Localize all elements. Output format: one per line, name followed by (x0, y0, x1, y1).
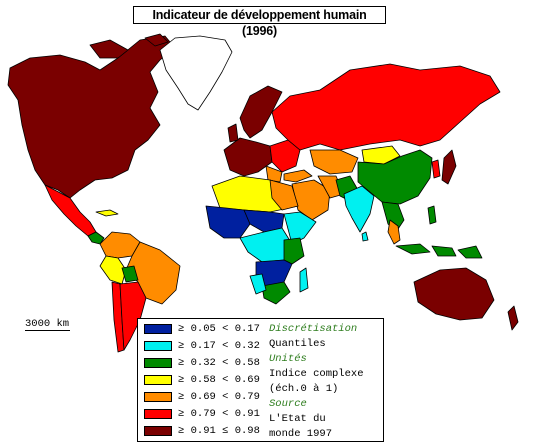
legend: ≥ 0.05 < 0.17 ≥ 0.17 < 0.32 ≥ 0.32 < 0.5… (137, 318, 384, 442)
legend-class-7: ≥ 0.91 ≤ 0.98 (144, 425, 260, 437)
balkans (265, 165, 283, 183)
scale-label: 3000 km (25, 318, 70, 330)
legend-label: ≥ 0.17 < 0.32 (178, 340, 260, 352)
western-europe (223, 137, 273, 177)
legend-class-1: ≥ 0.05 < 0.17 (144, 323, 260, 335)
legend-class-2: ≥ 0.17 < 0.32 (144, 340, 260, 352)
kazakhstan (309, 149, 359, 175)
turkey (283, 169, 313, 183)
middle-east (291, 179, 331, 221)
legend-swatch (144, 392, 172, 402)
west-africa (205, 205, 251, 239)
central-america (87, 231, 105, 245)
scale-bar (25, 330, 70, 331)
legend-swatch (144, 375, 172, 385)
mongolia (361, 145, 401, 165)
legend-class-4: ≥ 0.58 < 0.69 (144, 374, 260, 386)
units-heading: Unités (269, 353, 307, 365)
source-heading: Source (269, 398, 307, 410)
canada-usa (7, 35, 176, 199)
legend-swatch (144, 409, 172, 419)
legend-label: ≥ 0.91 ≤ 0.98 (178, 425, 260, 437)
korea (431, 159, 441, 179)
argentina (119, 281, 147, 351)
arctic-islands (89, 33, 169, 59)
legend-swatch (144, 324, 172, 334)
legend-swatch (144, 341, 172, 351)
legend-class-6: ≥ 0.79 < 0.91 (144, 408, 260, 420)
southeast-asia (381, 201, 405, 233)
cuba (95, 209, 119, 217)
peru-bolivia (99, 255, 127, 285)
legend-label: ≥ 0.32 < 0.58 (178, 357, 260, 369)
sri-lanka (361, 231, 369, 242)
legend-swatch (144, 358, 172, 368)
east-africa (283, 237, 305, 265)
legend-label: ≥ 0.69 < 0.79 (178, 391, 260, 403)
legend-swatch (144, 426, 172, 436)
units-value-line-2: (éch.0 à 1) (269, 383, 339, 395)
thailand-malaysia (387, 219, 401, 245)
papua (457, 245, 483, 259)
legend-class-5: ≥ 0.69 < 0.79 (144, 391, 260, 403)
legend-label: ≥ 0.79 < 0.91 (178, 408, 260, 420)
egypt (269, 179, 299, 211)
russia (271, 63, 501, 151)
legend-label: ≥ 0.58 < 0.69 (178, 374, 260, 386)
greenland (159, 35, 233, 111)
paraguay (121, 265, 139, 283)
philippines (427, 205, 437, 225)
discretisation-heading: Discrétisation (269, 323, 358, 335)
map-title: Indicateur de développement humain (1996… (133, 6, 386, 38)
indonesia (395, 243, 457, 257)
australia (413, 267, 495, 321)
south-africa (261, 281, 291, 305)
source-value-line-1: L'Etat du (269, 413, 326, 425)
madagascar (299, 267, 309, 293)
units-value-line-1: Indice complexe (269, 368, 364, 380)
source-value-line-2: monde 1997 (269, 428, 333, 440)
japan (441, 149, 457, 185)
uk (227, 123, 239, 143)
new-zealand (507, 305, 519, 331)
india (343, 185, 375, 233)
legend-label: ≥ 0.05 < 0.17 (178, 323, 260, 335)
namibia-botswana (249, 273, 267, 295)
legend-class-3: ≥ 0.32 < 0.58 (144, 357, 260, 369)
china (357, 149, 433, 205)
discretisation-value: Quantiles (269, 338, 326, 350)
